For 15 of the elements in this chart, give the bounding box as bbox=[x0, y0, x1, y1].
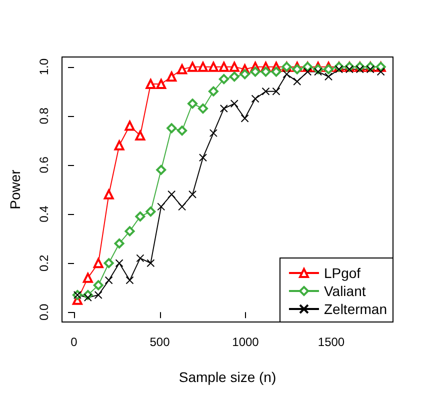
y-tick-label: 0.6 bbox=[37, 156, 51, 174]
legend-label: Zelterman bbox=[324, 301, 388, 317]
legend-label: Valiant bbox=[324, 283, 366, 299]
x-tick-label: 1500 bbox=[318, 335, 345, 349]
x-tick-label: 0 bbox=[70, 335, 78, 349]
y-tick-label: 1.0 bbox=[37, 58, 51, 76]
x-tick-label: 500 bbox=[150, 335, 170, 349]
legend-label: LPgof bbox=[324, 265, 361, 281]
y-tick-label: 0.2 bbox=[37, 254, 51, 272]
y-tick-label: 0.8 bbox=[37, 107, 51, 124]
x-axis-title: Sample size (n) bbox=[178, 369, 276, 385]
y-tick-label: 0.4 bbox=[37, 205, 51, 222]
y-axis-title: Power bbox=[7, 169, 23, 210]
x-tick-label: 1000 bbox=[232, 335, 260, 349]
y-tick-label: 0.0 bbox=[37, 304, 51, 321]
